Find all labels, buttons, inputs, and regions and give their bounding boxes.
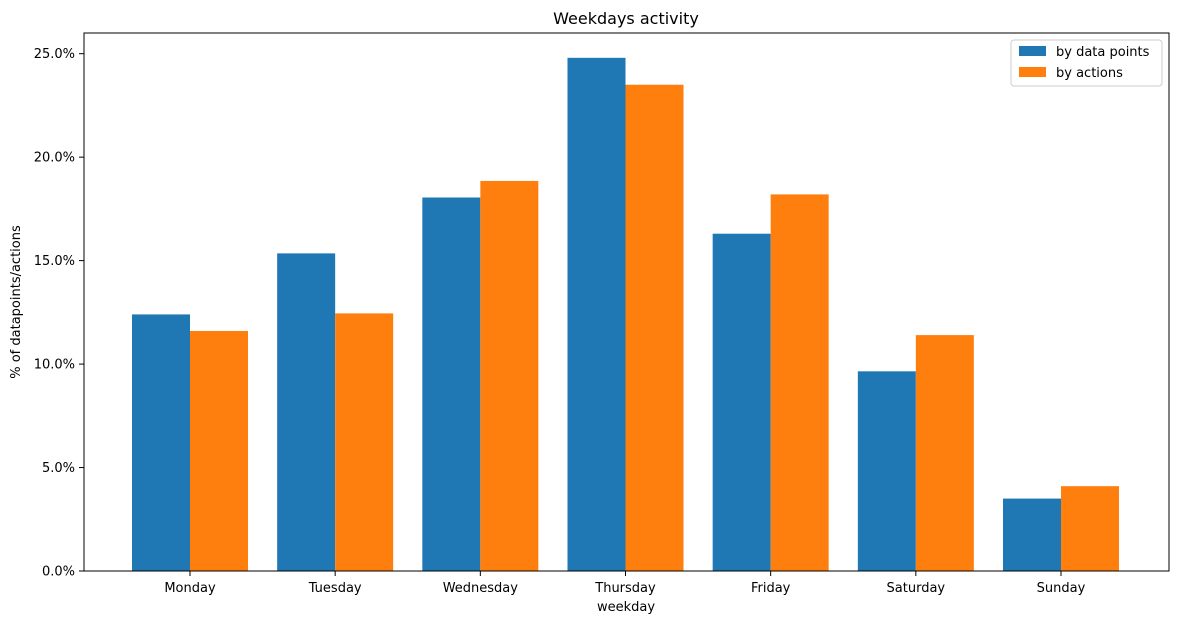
bar-data-points-wednesday — [422, 197, 481, 571]
bar-data-points-tuesday — [277, 253, 336, 571]
bar-data-points-monday — [132, 314, 190, 571]
bar-actions-tuesday — [335, 313, 394, 571]
y-tick-label: 25.0% — [34, 47, 75, 62]
bar-actions-thursday — [625, 84, 684, 571]
x-axis: Monday Tuesday Wednesday Thursday Friday Satu… — [164, 571, 1086, 596]
bar-data-points-sunday — [1003, 498, 1061, 571]
bar-actions-sunday — [1061, 486, 1119, 571]
y-tick-label: 20.0% — [34, 151, 75, 166]
x-tick-label-tuesday: Tuesday — [308, 581, 362, 596]
y-tick-label: 15.0% — [34, 254, 75, 269]
plot-frame — [83, 32, 1170, 572]
bar-data-points-saturday — [857, 371, 916, 571]
y-tick-label: 5.0% — [42, 461, 75, 476]
legend-frame — [1010, 39, 1163, 87]
bar-actions-wednesday — [480, 180, 539, 571]
x-tick-label-sunday: Sunday — [1037, 581, 1086, 596]
bar-actions-saturday — [915, 335, 974, 571]
legend-label-data-points: by data points — [1056, 45, 1150, 60]
chart-title: Weekdays activity — [553, 9, 699, 28]
x-tick-label-monday: Monday — [164, 581, 216, 596]
y-axis: 0.0% 5.0% 10.0% 15.0% 20.0% 25.0% — [34, 47, 84, 580]
bars-layer — [132, 57, 1119, 572]
legend-label-actions: by actions — [1056, 66, 1123, 81]
x-tick-label-friday: Friday — [751, 581, 791, 596]
x-tick-label-saturday: Saturday — [887, 581, 946, 596]
x-tick-label-wednesday: Wednesday — [443, 581, 519, 596]
x-tick-label-thursday: Thursday — [594, 581, 656, 596]
y-tick-label: 10.0% — [34, 358, 75, 373]
legend: by data points by actions — [1010, 39, 1163, 87]
bar-actions-monday — [190, 330, 248, 571]
y-axis-label: % of datapoints/actions — [9, 225, 24, 379]
y-tick-label: 0.0% — [42, 565, 75, 580]
bar-actions-friday — [770, 194, 829, 571]
bar-data-points-thursday — [567, 57, 626, 572]
bar-data-points-friday — [712, 233, 771, 571]
legend-swatch-data-points — [1019, 46, 1046, 56]
x-axis-label: weekday — [597, 600, 655, 615]
legend-swatch-actions — [1019, 67, 1046, 77]
